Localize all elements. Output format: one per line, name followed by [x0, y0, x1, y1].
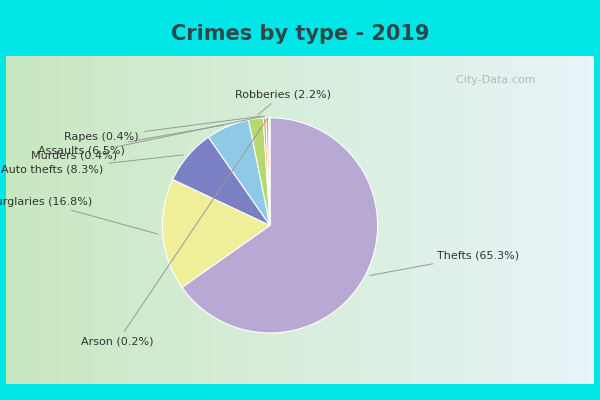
Text: City-Data.com: City-Data.com	[449, 75, 535, 85]
Text: Crimes by type - 2019: Crimes by type - 2019	[171, 24, 429, 44]
Wedge shape	[182, 118, 377, 333]
Text: Thefts (65.3%): Thefts (65.3%)	[370, 250, 519, 276]
Text: Robberies (2.2%): Robberies (2.2%)	[235, 89, 331, 115]
Text: Rapes (0.4%): Rapes (0.4%)	[64, 116, 262, 142]
Text: Arson (0.2%): Arson (0.2%)	[82, 118, 268, 346]
Wedge shape	[269, 118, 270, 225]
Text: Auto thefts (8.3%): Auto thefts (8.3%)	[1, 155, 184, 174]
Wedge shape	[208, 120, 270, 225]
Text: Burglaries (16.8%): Burglaries (16.8%)	[0, 197, 158, 234]
Wedge shape	[163, 180, 270, 287]
Text: Assaults (6.5%): Assaults (6.5%)	[38, 125, 224, 155]
Text: Murders (0.4%): Murders (0.4%)	[31, 116, 265, 160]
Wedge shape	[248, 118, 270, 225]
Wedge shape	[173, 137, 270, 225]
Wedge shape	[263, 118, 270, 225]
Wedge shape	[266, 118, 270, 225]
